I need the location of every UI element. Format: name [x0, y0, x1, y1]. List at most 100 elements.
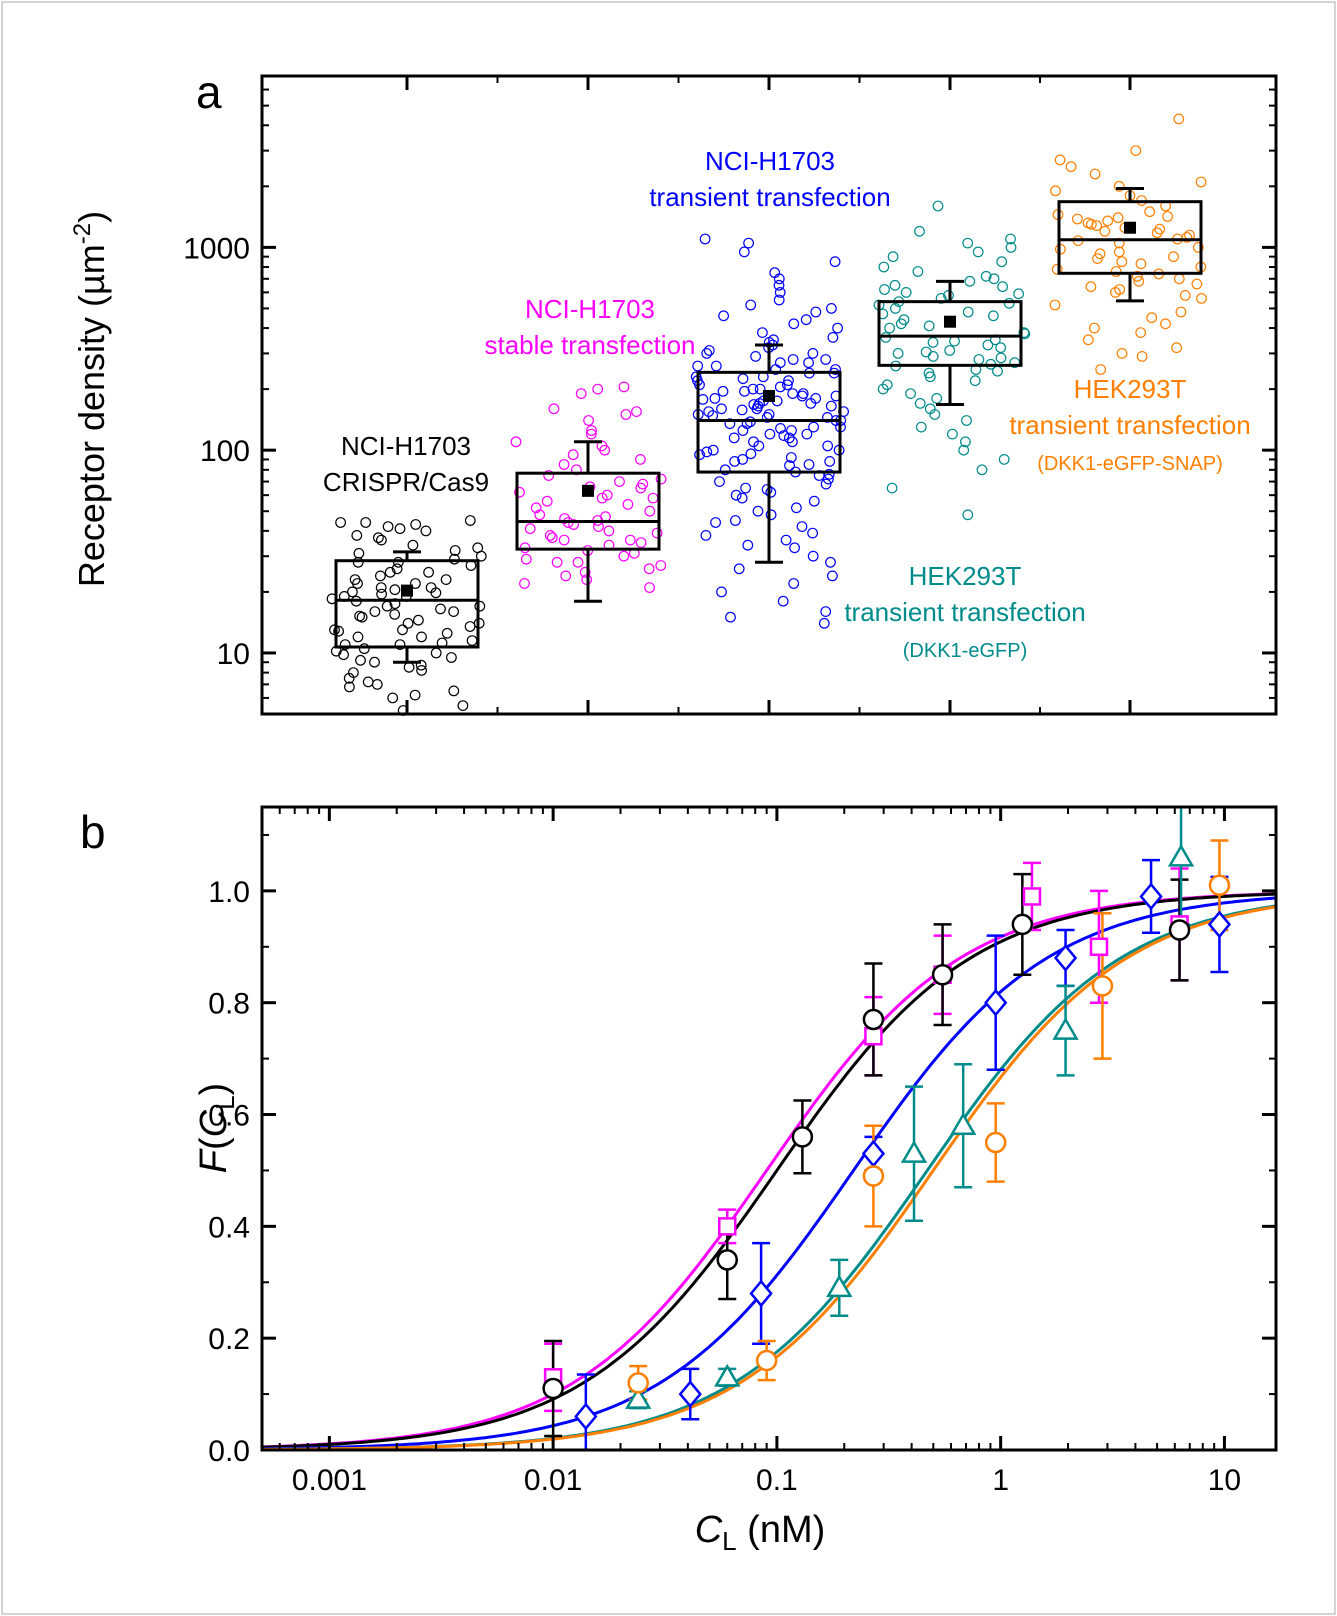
data-point [788, 578, 800, 589]
y-tick-label: 10 [217, 638, 250, 671]
data-point [895, 318, 907, 330]
data-point [1088, 322, 1100, 334]
data-point [774, 381, 786, 393]
data-point [788, 318, 800, 330]
data-point [622, 499, 634, 510]
data-point [394, 639, 406, 650]
data-point [655, 560, 667, 571]
data-point [373, 532, 384, 544]
data-point [961, 415, 972, 426]
data-point [1175, 306, 1187, 318]
marker-diamond [749, 1279, 773, 1308]
data-point [585, 428, 597, 440]
data-point [785, 452, 797, 463]
data-point [603, 525, 615, 537]
data-point [972, 246, 984, 258]
data-point [773, 294, 785, 306]
data-point [730, 489, 742, 501]
data-point [773, 279, 785, 291]
data-point [344, 681, 355, 693]
data-point [558, 534, 570, 546]
data-point [347, 586, 358, 598]
data-point [351, 530, 363, 541]
data-point [457, 700, 469, 711]
data-point [407, 539, 419, 551]
panel-b-frame [260, 805, 1278, 1452]
data-point [1102, 215, 1114, 227]
data-point [1018, 327, 1030, 339]
panel-b-ylabel: F(CL) [193, 1083, 240, 1173]
data-point [1160, 318, 1171, 330]
x-tick-label: 0.01 [524, 1464, 582, 1497]
data-point [1049, 299, 1061, 311]
data-point [1085, 281, 1097, 293]
data-point [475, 550, 487, 562]
data-point [410, 519, 422, 530]
data-point [402, 617, 414, 629]
data-point [807, 550, 819, 562]
data-point [1051, 263, 1063, 275]
data-point [392, 556, 404, 568]
data-point [761, 412, 773, 423]
data-point [524, 523, 536, 535]
data-point [748, 399, 760, 410]
y-tick-label: 0.2 [208, 1323, 250, 1356]
data-point [980, 270, 992, 282]
data-point [1135, 327, 1147, 339]
marker-circle [542, 1377, 564, 1400]
data-point [877, 383, 889, 395]
data-point [635, 454, 646, 465]
panel-b-xlabel: CL (nM) [695, 1509, 826, 1556]
data-point [944, 345, 956, 356]
data-point [376, 534, 387, 546]
data-point [736, 404, 748, 416]
data-point [716, 403, 727, 415]
group-label-line: transient transfection [844, 597, 1085, 627]
data-point [1112, 212, 1124, 224]
data-point [780, 534, 792, 546]
data-point [886, 482, 898, 494]
data-point [534, 509, 546, 521]
data-point [446, 652, 457, 663]
data-point [754, 383, 766, 395]
data-point [596, 492, 608, 504]
group-label-line: transient transfection [1009, 410, 1250, 440]
group-label-line: (DKK1-eGFP-SNAP) [1037, 453, 1223, 475]
data-point [820, 478, 832, 490]
data-point [905, 388, 916, 400]
data-point [822, 412, 833, 423]
data-point [510, 436, 522, 448]
data-point [964, 275, 976, 287]
data-point [1168, 251, 1179, 263]
data-point [1082, 334, 1094, 346]
data-point [761, 484, 773, 495]
data-point [1195, 176, 1207, 188]
data-point [707, 444, 719, 456]
data-point [724, 418, 736, 430]
marker-circle [627, 1372, 649, 1394]
data-point [1191, 278, 1203, 290]
data-point [710, 360, 722, 372]
data-point [810, 306, 822, 318]
data-point [765, 486, 777, 498]
data-point [789, 542, 800, 554]
data-point [742, 539, 754, 551]
data-point [618, 381, 630, 393]
panel-a-label: a [196, 66, 222, 118]
data-point [960, 436, 971, 448]
data-point [1095, 364, 1107, 375]
data-point [787, 388, 799, 400]
data-point [988, 310, 999, 322]
data-point [825, 556, 836, 568]
data-point [889, 279, 901, 291]
data-point [787, 354, 799, 365]
data-point [519, 578, 530, 589]
data-point [394, 523, 406, 535]
group-label-line: NCI-H1703 [341, 431, 471, 461]
data-point [360, 517, 372, 528]
data-point [740, 482, 751, 494]
marker-triangle [1167, 843, 1195, 867]
marker-circle [862, 1165, 885, 1187]
data-point [935, 293, 947, 304]
x-tick-label: 1 [992, 1464, 1009, 1497]
